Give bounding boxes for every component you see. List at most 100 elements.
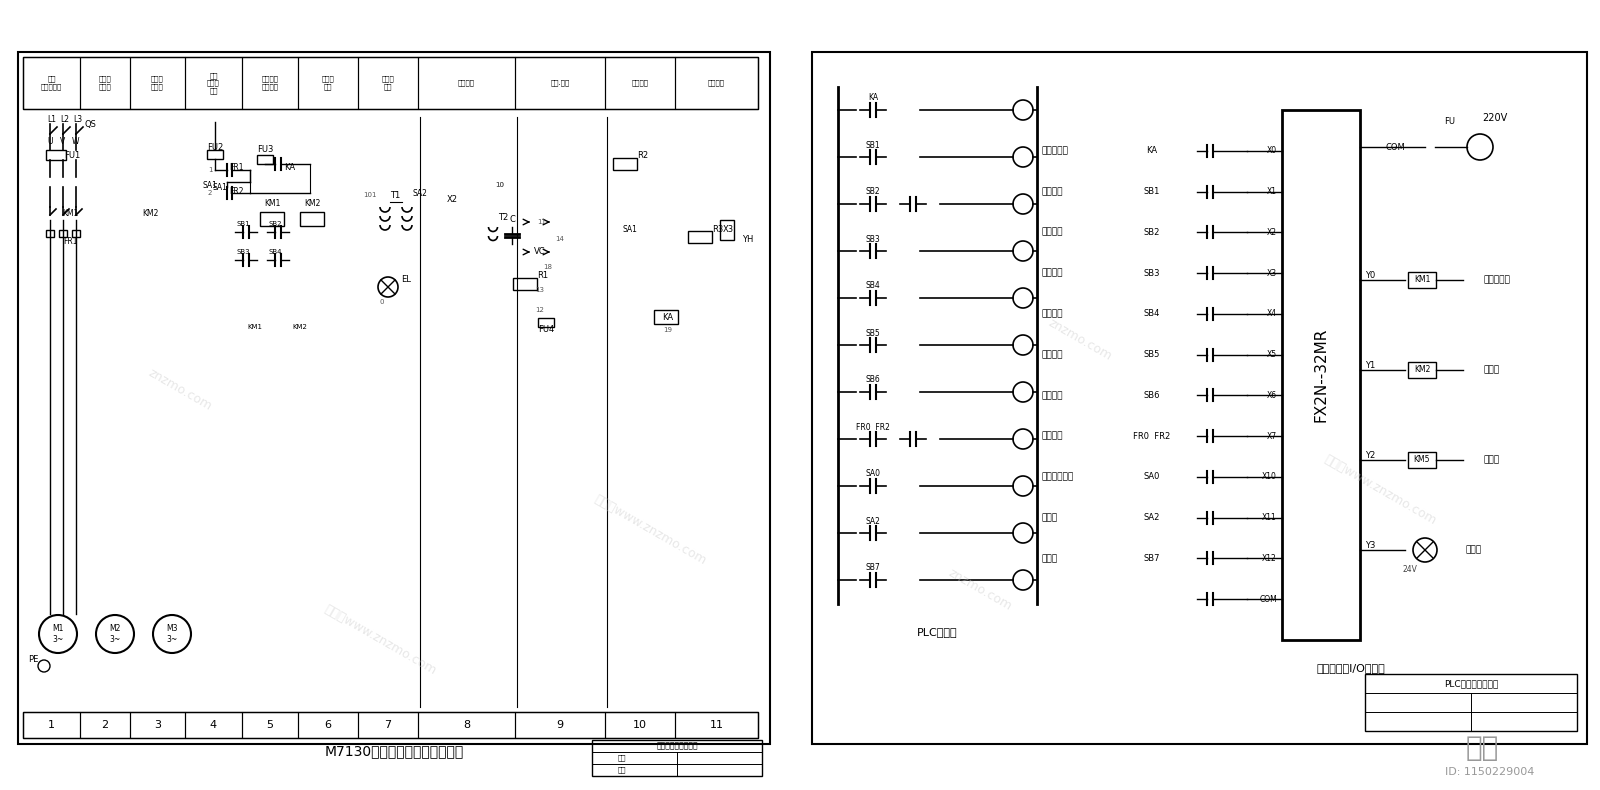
Text: SA0: SA0 [866, 469, 880, 479]
Bar [538, 318, 554, 327]
Text: SA1: SA1 [203, 182, 218, 190]
Text: X11: X11 [1262, 514, 1277, 522]
Text: KA: KA [285, 163, 296, 171]
Text: 知末网www.znzmo.com: 知末网www.znzmo.com [322, 603, 438, 678]
Bar [1408, 452, 1437, 468]
Text: 液压停止: 液压停止 [1042, 310, 1064, 318]
Text: 砂轮电动机: 砂轮电动机 [1483, 276, 1510, 284]
Text: KM1: KM1 [1414, 276, 1430, 284]
Text: 砂轮启动: 砂轮启动 [1042, 187, 1064, 196]
Bar [418, 712, 515, 738]
Text: FR0  FR2: FR0 FR2 [1133, 431, 1171, 441]
Text: X1: X1 [1267, 187, 1277, 196]
Text: SA2: SA2 [413, 190, 427, 198]
Text: 液压泵: 液压泵 [1483, 366, 1499, 374]
Bar [186, 57, 242, 109]
Text: KA: KA [867, 93, 878, 103]
Text: X10: X10 [1262, 472, 1277, 481]
Text: U: U [48, 137, 53, 146]
Text: PLC梯形图: PLC梯形图 [917, 627, 957, 637]
Bar [186, 712, 242, 738]
Text: ID: 1150229004: ID: 1150229004 [1445, 767, 1534, 777]
Text: C: C [509, 216, 515, 224]
Bar [688, 231, 712, 243]
Text: 冷却泵
电动机: 冷却泵 电动机 [99, 76, 112, 90]
Text: 平面磨床电气控制图: 平面磨床电气控制图 [656, 742, 698, 750]
Text: V: V [61, 137, 66, 146]
Text: X2: X2 [1267, 228, 1277, 237]
Bar [206, 150, 222, 159]
Text: FR1: FR1 [230, 164, 245, 172]
Text: COM: COM [1259, 595, 1277, 604]
Text: FU1: FU1 [64, 151, 80, 160]
Text: SB6: SB6 [866, 375, 880, 385]
Bar [22, 712, 80, 738]
Text: 审查: 审查 [618, 767, 626, 773]
Text: M2
3~: M2 3~ [109, 624, 120, 644]
Text: SB3: SB3 [237, 249, 250, 255]
Text: 10: 10 [496, 182, 504, 188]
Text: 控制线路的I/O接线图: 控制线路的I/O接线图 [1317, 663, 1386, 673]
Text: KM2: KM2 [1414, 366, 1430, 374]
Text: znzmo.com: znzmo.com [1046, 317, 1114, 363]
Bar [515, 57, 605, 109]
Text: 热继电器: 热继电器 [1042, 431, 1064, 441]
Text: SB4: SB4 [1144, 310, 1160, 318]
Text: R1: R1 [538, 272, 549, 280]
Text: VC: VC [534, 247, 546, 257]
Bar [654, 310, 678, 324]
Text: Y0: Y0 [1365, 270, 1376, 280]
Text: W: W [72, 137, 80, 146]
Bar [46, 150, 66, 160]
Text: 电流继电器: 电流继电器 [1042, 146, 1069, 156]
Text: 电磁吸盘: 电磁吸盘 [707, 80, 725, 86]
Text: FR0  FR2: FR0 FR2 [856, 423, 890, 431]
Text: 13: 13 [536, 287, 544, 293]
Bar [675, 712, 758, 738]
Text: 冷却停止: 冷却停止 [1042, 391, 1064, 400]
Text: 3: 3 [154, 720, 162, 730]
Text: 2: 2 [101, 720, 109, 730]
Text: SA0: SA0 [1144, 472, 1160, 481]
Text: X0: X0 [1267, 146, 1277, 156]
Bar [80, 712, 130, 738]
Text: R3: R3 [712, 224, 723, 234]
Bar [22, 57, 758, 109]
Text: 知末网www.znzmo.com: 知末网www.znzmo.com [1322, 453, 1438, 528]
Bar [130, 712, 186, 738]
Text: 220V: 220V [1482, 113, 1507, 123]
Text: 欠磁保护: 欠磁保护 [632, 80, 648, 86]
Text: FX2N--32MR: FX2N--32MR [1314, 328, 1328, 422]
Bar [514, 278, 538, 290]
Text: 电源
砂轮电动机: 电源 砂轮电动机 [42, 76, 62, 90]
Text: X6: X6 [1267, 391, 1277, 400]
Text: 8: 8 [462, 720, 470, 730]
Text: T1: T1 [390, 190, 400, 200]
Text: 4: 4 [210, 720, 218, 730]
Text: X5: X5 [1267, 350, 1277, 359]
Text: 冷却启动: 冷却启动 [1042, 350, 1064, 359]
Bar [605, 57, 675, 109]
Bar [515, 712, 605, 738]
Bar [72, 230, 80, 237]
Bar [22, 57, 80, 109]
Bar [242, 57, 298, 109]
Text: FU4: FU4 [538, 325, 554, 334]
Text: SA1: SA1 [622, 225, 637, 235]
Text: znzmo.com: znzmo.com [946, 566, 1014, 613]
Text: SB3: SB3 [866, 235, 880, 243]
Text: 1: 1 [208, 167, 213, 173]
Text: L2: L2 [61, 115, 69, 123]
Text: 设计: 设计 [618, 754, 626, 762]
Text: SA1: SA1 [213, 182, 227, 191]
Text: 退磁转换开关: 退磁转换开关 [1042, 472, 1074, 481]
Text: KA: KA [662, 313, 674, 322]
Text: 液压泵
电动机: 液压泵 电动机 [150, 76, 163, 90]
Text: YH: YH [742, 235, 754, 244]
Text: Y2: Y2 [1365, 450, 1376, 460]
Text: 19: 19 [664, 327, 672, 333]
Bar [1365, 674, 1578, 731]
Bar [1282, 110, 1360, 640]
Bar [418, 57, 515, 109]
Bar [130, 57, 186, 109]
